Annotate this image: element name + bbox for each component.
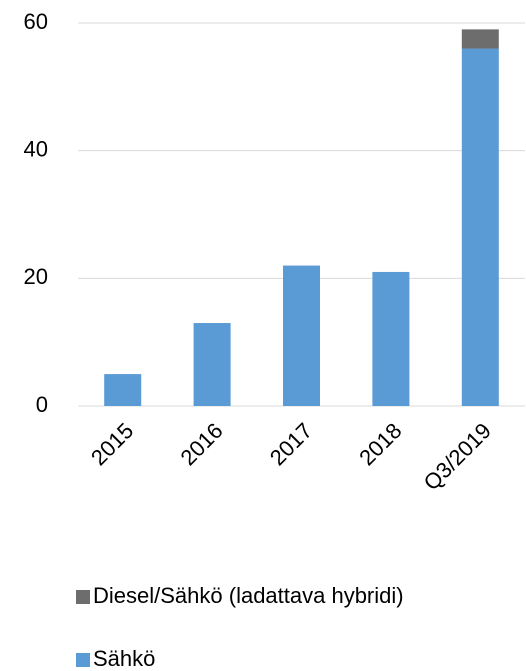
legend-swatch: [76, 590, 90, 604]
bar: [193, 323, 231, 406]
legend-label: Sähkö: [93, 646, 155, 671]
x-tick-label: 2016: [175, 418, 227, 470]
y-tick-label: 40: [24, 136, 48, 161]
bar: [372, 271, 410, 406]
y-tick-label: 0: [36, 392, 48, 417]
x-tick-label: 2017: [265, 418, 317, 470]
bar: [461, 48, 499, 407]
x-tick-label: 2015: [86, 418, 138, 470]
bar: [283, 265, 320, 406]
legend-swatch: [76, 653, 90, 667]
bar: [104, 374, 142, 406]
y-tick-label: 20: [24, 264, 48, 289]
legend-label: Diesel/Sähkö (ladattava hybridi): [93, 583, 404, 608]
x-tick-label: Q3/2019: [419, 418, 496, 495]
y-tick-label: 60: [24, 9, 48, 34]
bar: [461, 29, 499, 49]
x-tick-label: 2018: [354, 418, 406, 470]
